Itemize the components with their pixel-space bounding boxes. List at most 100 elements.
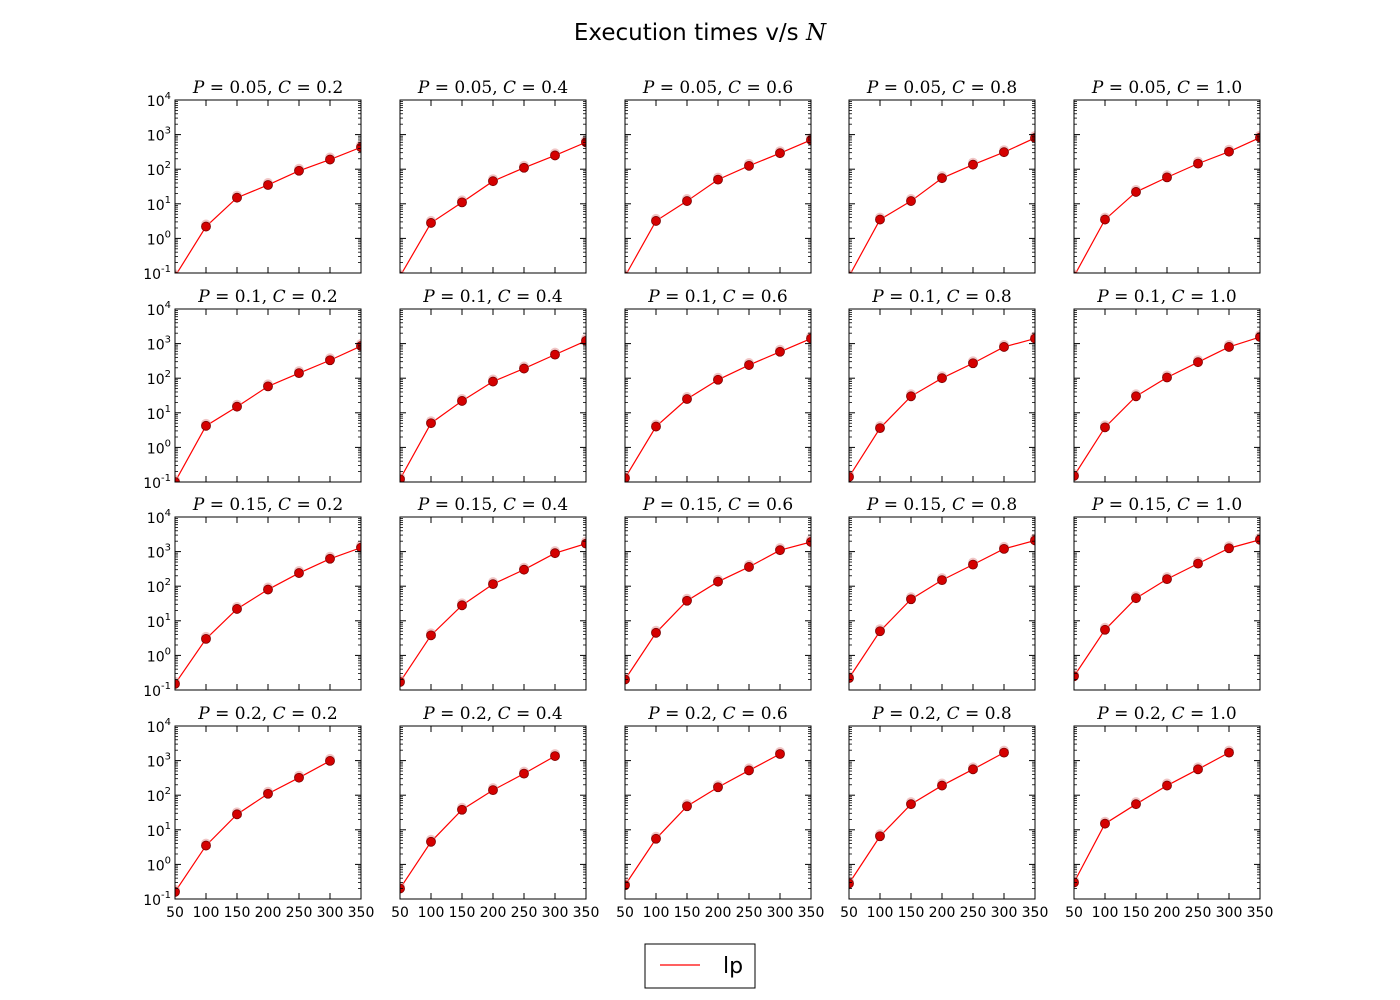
x-tick-label: 50 [391, 905, 409, 921]
y-tick-label: 103 [147, 126, 171, 145]
data-point [713, 374, 723, 385]
data-point [1131, 187, 1141, 197]
figure-title-symbol: N [805, 20, 827, 46]
y-tick-label: 101 [147, 612, 171, 631]
data-point [488, 176, 498, 187]
subplot: P = 0.2, C = 0.4 50 100 150 200 250 300 350 [391, 704, 599, 921]
y-tick-label: 102 [147, 577, 171, 596]
series-lp [849, 130, 1035, 273]
data-point [1162, 172, 1172, 183]
data-point [713, 576, 723, 587]
subplot-title: P = 0.05, C = 0.8 [866, 78, 1017, 98]
data-point [1224, 146, 1234, 157]
x-tick-label: 150 [674, 905, 701, 921]
data-point [1224, 342, 1234, 352]
data-point [519, 162, 529, 173]
series-line [626, 139, 811, 273]
data-point [906, 391, 916, 402]
axes-frame [1073, 99, 1261, 274]
x-tick-label: 100 [1092, 905, 1119, 921]
series-lp [849, 533, 1035, 684]
series-line [176, 146, 361, 273]
series-line [849, 539, 1035, 679]
data-point [849, 472, 854, 482]
x-tick-label: 300 [1216, 905, 1243, 921]
data-point [713, 174, 723, 185]
data-point [744, 765, 754, 776]
series-line [625, 337, 811, 479]
data-point [1162, 574, 1172, 585]
data-point [263, 788, 273, 799]
x-tick-label: 300 [317, 905, 344, 921]
data-point [775, 346, 785, 357]
subplot-title: P = 0.2, C = 0.2 [197, 704, 337, 724]
data-point [519, 363, 529, 374]
data-point [875, 214, 885, 225]
figure-title-text: Execution times v/s [574, 20, 799, 46]
data-point [1100, 624, 1110, 635]
data-point [999, 342, 1009, 352]
axes-frame [1073, 308, 1261, 483]
data-point [1030, 535, 1035, 546]
data-point [519, 564, 529, 575]
subplot: P = 0.2, C = 1.0 50 100 150 200 250 300 350 [1065, 704, 1273, 921]
series-line [1074, 336, 1260, 477]
data-point [806, 333, 811, 344]
data-point [232, 604, 242, 614]
data-point [1162, 372, 1172, 383]
subplot-title: P = 0.1, C = 0.8 [871, 287, 1011, 307]
x-tick-label: 150 [898, 905, 925, 921]
data-point [651, 421, 661, 432]
data-point [1193, 764, 1203, 775]
subplot: P = 0.1, C = 0.8 [848, 287, 1036, 483]
data-point [937, 173, 947, 184]
data-point [1193, 357, 1203, 368]
x-tick-label: 250 [1185, 905, 1212, 921]
y-tick-label: 100 [147, 438, 171, 457]
x-tick-label: 150 [224, 905, 251, 921]
y-tick-label: 103 [147, 335, 171, 354]
series-lp [1074, 330, 1260, 481]
y-tick-label: 10-1 [143, 473, 171, 492]
subplot: P = 0.15, C = 0.4 [399, 495, 587, 691]
subplot-title: P = 0.05, C = 0.2 [192, 78, 343, 98]
data-point [325, 154, 335, 165]
data-point [682, 196, 692, 206]
data-point [1193, 558, 1203, 569]
data-point [1131, 593, 1141, 604]
data-point [682, 801, 692, 812]
data-point [325, 553, 335, 564]
data-point [519, 768, 529, 779]
data-point [488, 579, 498, 589]
data-point [488, 376, 498, 387]
data-point [651, 833, 661, 844]
x-tick-label: 250 [286, 905, 313, 921]
data-point [1224, 543, 1234, 554]
data-point [426, 630, 436, 641]
data-point [968, 159, 978, 170]
x-tick-label: 50 [840, 905, 858, 921]
series-lp [400, 333, 586, 482]
series-lp [1074, 745, 1234, 888]
data-point [625, 880, 630, 891]
subplot-title: P = 0.15, C = 0.2 [192, 495, 343, 515]
series-line [850, 137, 1035, 273]
data-point [849, 673, 854, 684]
data-point [201, 633, 211, 644]
data-point [232, 809, 242, 820]
data-point [1100, 214, 1110, 225]
series-line [1074, 752, 1230, 883]
y-tick-label: 102 [147, 786, 171, 805]
axes-frame [399, 308, 587, 483]
data-point [400, 474, 405, 482]
subplot: P = 0.05, C = 0.8 [848, 78, 1036, 274]
legend: lp [644, 943, 756, 989]
subplot-title: P = 0.2, C = 0.8 [871, 704, 1011, 724]
axes-frame [174, 308, 362, 483]
subplot-title: P = 0.15, C = 1.0 [1091, 495, 1242, 515]
subplot: P = 0.05, C = 0.6 [624, 78, 812, 274]
data-point [294, 568, 304, 578]
x-tick-label: 150 [1123, 905, 1150, 921]
